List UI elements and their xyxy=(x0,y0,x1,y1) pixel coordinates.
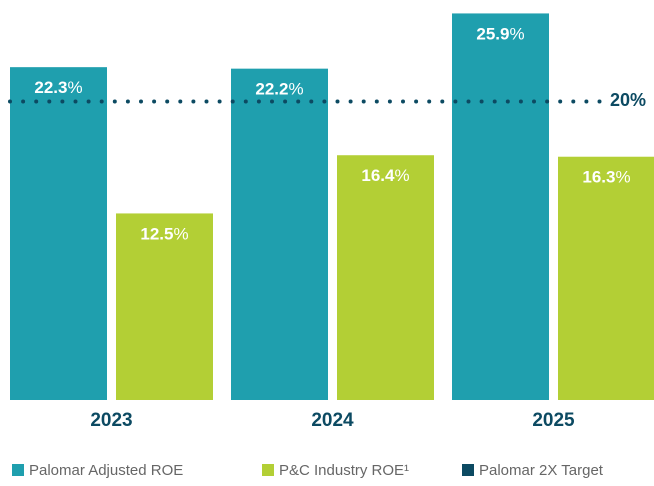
value-label: 22.3% xyxy=(34,79,82,98)
bar xyxy=(452,13,549,401)
legend-swatch xyxy=(12,464,24,476)
value-suffix: % xyxy=(509,25,524,44)
value-label: 16.3% xyxy=(582,168,630,187)
bar xyxy=(10,67,107,400)
legend-swatch xyxy=(462,464,474,476)
value-suffix: % xyxy=(67,79,82,98)
target-label: 20% xyxy=(610,90,646,110)
value-number: 16.3 xyxy=(582,168,615,187)
bar xyxy=(337,155,434,400)
bar xyxy=(558,156,654,400)
legend-label: Palomar Adjusted ROE xyxy=(29,462,183,479)
value-label: 16.4% xyxy=(361,167,409,186)
x-tick-label: 2024 xyxy=(311,410,354,431)
value-suffix: % xyxy=(288,80,303,99)
value-suffix: % xyxy=(394,167,409,186)
value-number: 25.9 xyxy=(476,25,509,44)
legend-swatch xyxy=(262,464,274,476)
x-tick-label: 2023 xyxy=(90,410,132,431)
value-suffix: % xyxy=(615,168,630,187)
bar xyxy=(116,213,213,400)
legend-label: Palomar 2X Target xyxy=(479,462,604,479)
legend-label: P&C Industry ROE¹ xyxy=(279,462,409,479)
value-number: 16.4 xyxy=(361,167,395,186)
value-number: 22.3 xyxy=(34,79,67,98)
x-tick-label: 2025 xyxy=(532,410,575,431)
bar xyxy=(231,68,328,401)
value-number: 22.2 xyxy=(255,80,288,99)
value-label: 25.9% xyxy=(476,25,524,44)
value-number: 12.5 xyxy=(140,225,173,244)
value-label: 22.2% xyxy=(255,80,303,99)
value-suffix: % xyxy=(173,225,188,244)
value-label: 12.5% xyxy=(140,225,188,244)
